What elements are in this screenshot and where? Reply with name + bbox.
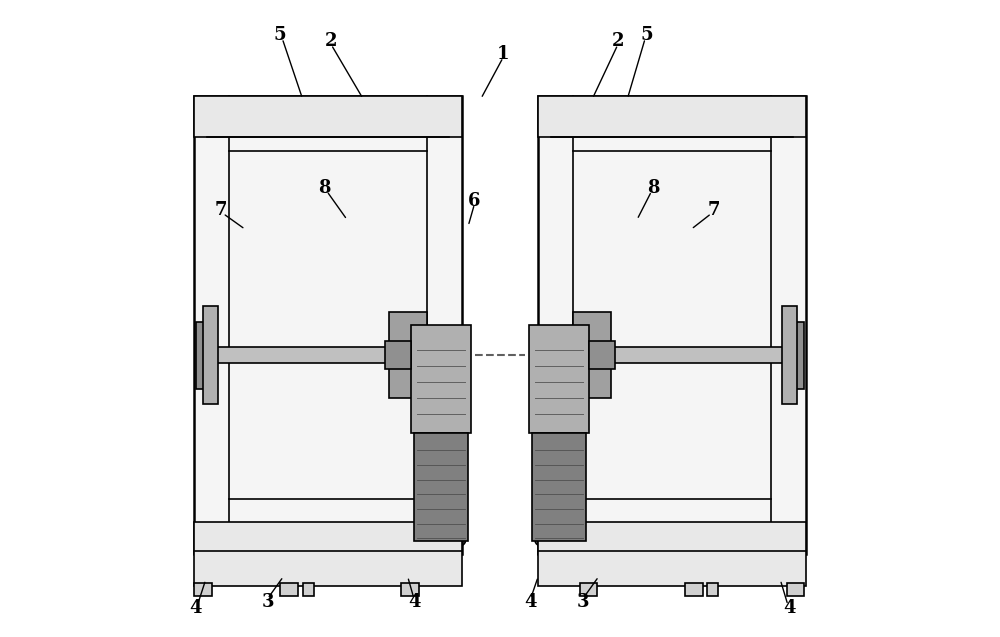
Text: 2: 2 — [612, 32, 624, 50]
Bar — [280, 583, 298, 596]
Bar — [194, 522, 462, 554]
Text: 1: 1 — [497, 45, 509, 63]
Bar — [538, 96, 806, 137]
Text: 4: 4 — [784, 599, 796, 617]
Text: 4: 4 — [524, 593, 537, 611]
Polygon shape — [586, 318, 611, 392]
Text: 7: 7 — [215, 201, 227, 219]
Bar — [538, 551, 806, 586]
Bar — [303, 583, 314, 596]
Bar — [194, 583, 212, 596]
Ellipse shape — [535, 534, 583, 549]
Bar — [580, 583, 597, 596]
Bar — [385, 341, 411, 369]
Bar — [589, 341, 615, 369]
Bar — [605, 347, 790, 363]
Bar — [411, 325, 471, 433]
Bar — [194, 551, 462, 586]
Bar — [782, 306, 797, 404]
Bar — [538, 96, 806, 554]
Text: 3: 3 — [261, 593, 274, 611]
Bar — [685, 583, 703, 596]
Bar — [196, 322, 211, 389]
Bar — [787, 583, 804, 596]
Text: 4: 4 — [408, 593, 420, 611]
Text: 4: 4 — [189, 599, 202, 617]
Text: 3: 3 — [577, 593, 589, 611]
Bar — [538, 522, 806, 554]
Polygon shape — [389, 318, 414, 392]
Bar — [789, 322, 804, 389]
Bar — [414, 433, 468, 541]
Text: 5: 5 — [640, 26, 653, 44]
Text: 8: 8 — [647, 179, 659, 197]
Bar — [389, 312, 427, 398]
Text: 6: 6 — [468, 192, 481, 210]
Bar — [194, 96, 462, 137]
Bar — [401, 583, 419, 596]
Bar — [210, 347, 395, 363]
Bar — [194, 96, 462, 554]
Text: 7: 7 — [707, 201, 720, 219]
Bar — [529, 325, 589, 433]
Bar — [573, 312, 611, 398]
Text: 2: 2 — [325, 32, 337, 50]
Bar — [203, 306, 218, 404]
Ellipse shape — [418, 534, 465, 549]
Bar — [532, 433, 586, 541]
Text: 8: 8 — [319, 179, 331, 197]
Text: 5: 5 — [274, 26, 287, 44]
Bar — [707, 583, 718, 596]
